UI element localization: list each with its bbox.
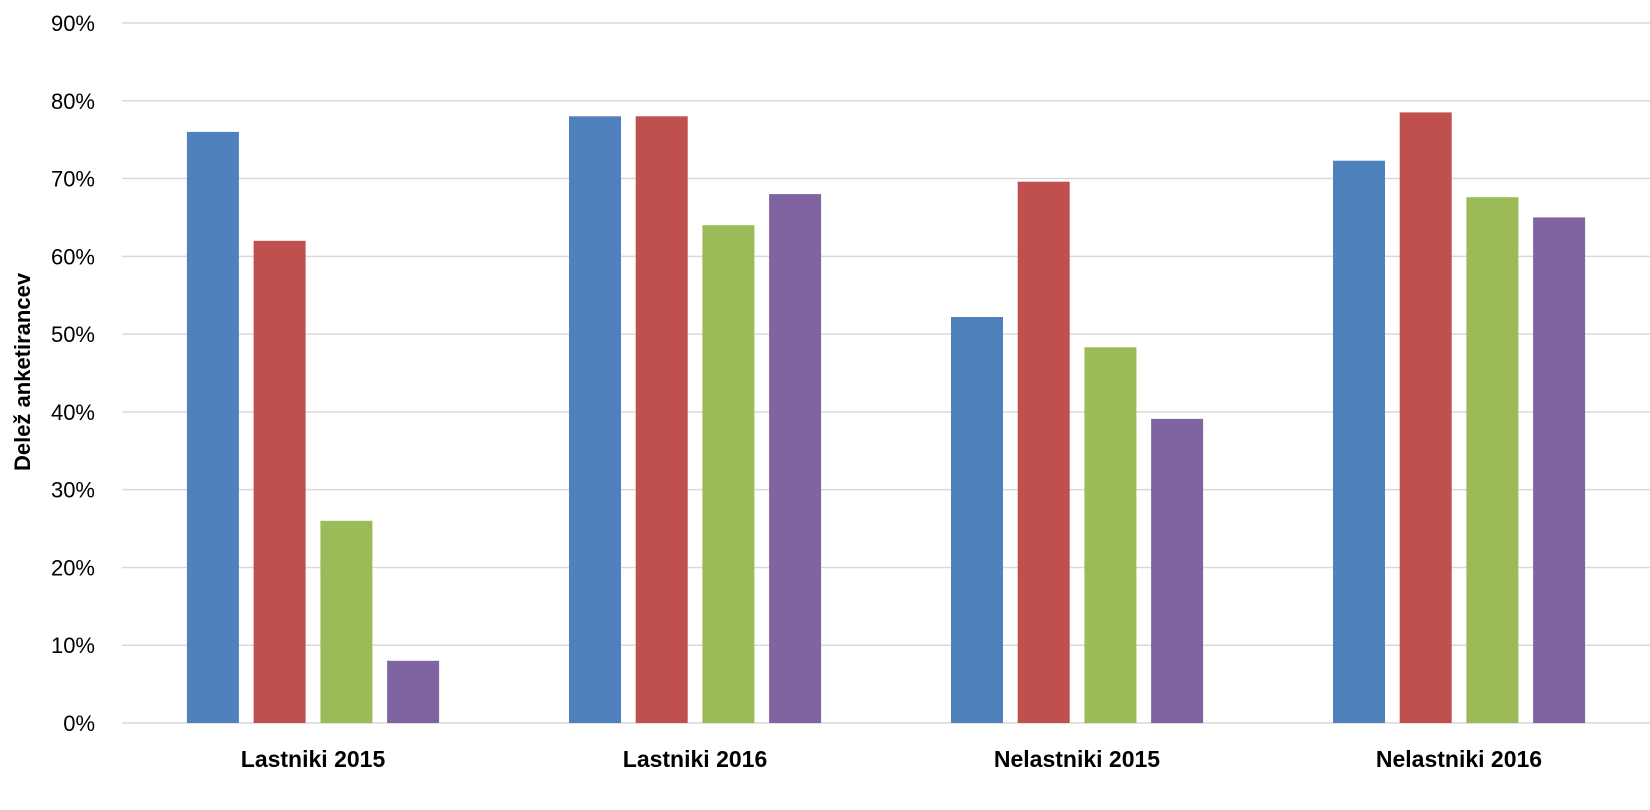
bar-2-3: [702, 225, 755, 723]
bar-3-2: [1017, 181, 1070, 723]
bar-1-4: [387, 660, 440, 723]
y-tick-label: 20%: [51, 555, 95, 580]
x-axis-category-labels: Lastniki 2015 Lastniki 2016 Nelastniki 201…: [241, 746, 1542, 772]
bar-1-2: [253, 240, 306, 724]
y-tick-label: 0%: [63, 711, 95, 736]
bar-3-4: [1151, 418, 1204, 723]
bar-4-2: [1399, 112, 1452, 723]
bar-1-3: [320, 520, 373, 723]
bar-3-1: [951, 317, 1003, 723]
y-tick-label: 30%: [51, 478, 95, 503]
bar-3-3: [1084, 347, 1137, 723]
y-tick-label: 60%: [51, 244, 95, 269]
y-tick-label: 80%: [51, 89, 95, 114]
y-tick-label: 50%: [51, 322, 95, 347]
y-tick-label: 40%: [51, 400, 95, 425]
y-tick-label: 90%: [51, 11, 95, 36]
x-category-label: Lastniki 2016: [623, 746, 767, 772]
bar-4-1: [1333, 160, 1385, 723]
x-category-label: Lastniki 2015: [241, 746, 386, 772]
bar-4-3: [1466, 197, 1519, 723]
y-axis-tick-labels: 0% 10% 20% 30% 40% 50% 60% 70% 80% 90%: [51, 11, 95, 736]
y-axis-title: Delež anketirancev: [10, 272, 35, 471]
x-category-label: Nelastniki 2016: [1376, 746, 1542, 772]
gridlines: [122, 22, 1650, 724]
bars: [186, 112, 1586, 724]
y-tick-label: 10%: [51, 633, 95, 658]
x-category-label: Nelastniki 2015: [994, 746, 1160, 772]
bar-1-1: [186, 131, 239, 723]
bar-2-4: [769, 194, 822, 724]
y-tick-label: 70%: [51, 167, 95, 192]
bar-2-2: [635, 116, 688, 724]
bar-4-4: [1533, 217, 1586, 723]
bar-2-1: [569, 116, 621, 724]
